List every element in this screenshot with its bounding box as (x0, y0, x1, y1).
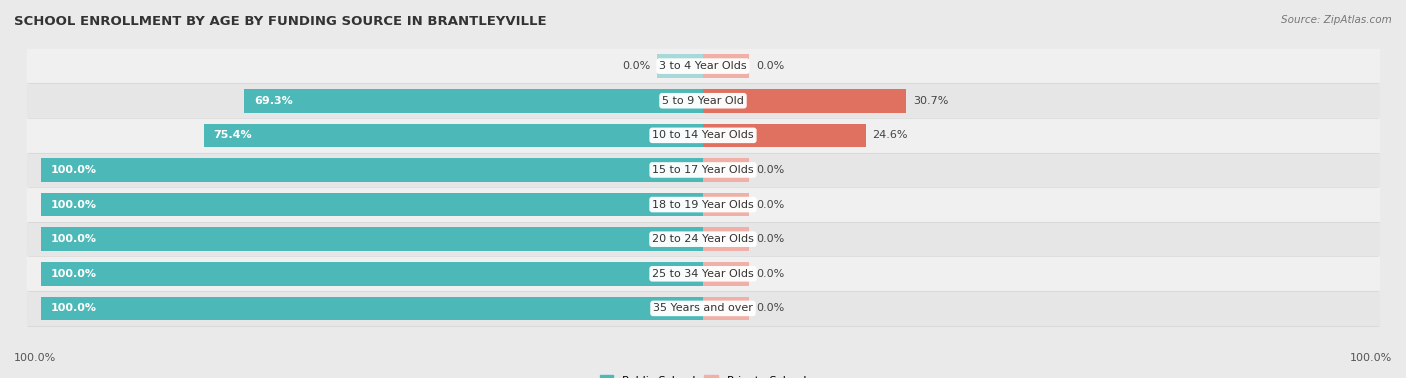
Text: 35 Years and over: 35 Years and over (652, 304, 754, 313)
Bar (27, 84, 1379, 118)
Bar (243, 89, 703, 113)
Bar (27, 257, 1379, 291)
Bar (703, 193, 749, 216)
Text: 0.0%: 0.0% (756, 269, 785, 279)
Bar (703, 54, 749, 78)
Bar (27, 291, 1379, 326)
Text: 100.0%: 100.0% (51, 269, 97, 279)
Text: 75.4%: 75.4% (214, 130, 252, 140)
Text: 5 to 9 Year Old: 5 to 9 Year Old (662, 96, 744, 106)
Text: 0.0%: 0.0% (756, 304, 785, 313)
Bar (27, 49, 1379, 84)
Text: SCHOOL ENROLLMENT BY AGE BY FUNDING SOURCE IN BRANTLEYVILLE: SCHOOL ENROLLMENT BY AGE BY FUNDING SOUR… (14, 15, 547, 28)
Bar (27, 222, 1379, 257)
Text: 30.7%: 30.7% (912, 96, 949, 106)
Text: 15 to 17 Year Olds: 15 to 17 Year Olds (652, 165, 754, 175)
Bar (703, 124, 866, 147)
Bar (657, 54, 703, 78)
Bar (703, 297, 749, 320)
Bar (41, 158, 703, 182)
Text: 69.3%: 69.3% (254, 96, 292, 106)
Bar (41, 262, 703, 285)
Text: 100.0%: 100.0% (14, 353, 56, 363)
Text: 100.0%: 100.0% (51, 165, 97, 175)
Bar (204, 124, 703, 147)
Bar (703, 89, 907, 113)
Text: 100.0%: 100.0% (51, 234, 97, 244)
Text: 20 to 24 Year Olds: 20 to 24 Year Olds (652, 234, 754, 244)
Text: 0.0%: 0.0% (756, 234, 785, 244)
Bar (27, 153, 1379, 187)
Text: 10 to 14 Year Olds: 10 to 14 Year Olds (652, 130, 754, 140)
Text: 100.0%: 100.0% (1350, 353, 1392, 363)
Bar (41, 297, 703, 320)
Bar (703, 228, 749, 251)
Text: 100.0%: 100.0% (51, 200, 97, 209)
Text: 0.0%: 0.0% (756, 200, 785, 209)
Bar (27, 187, 1379, 222)
Text: 0.0%: 0.0% (756, 61, 785, 71)
Text: 100.0%: 100.0% (51, 304, 97, 313)
Bar (703, 262, 749, 285)
Text: 0.0%: 0.0% (756, 165, 785, 175)
Text: 18 to 19 Year Olds: 18 to 19 Year Olds (652, 200, 754, 209)
Text: 24.6%: 24.6% (873, 130, 908, 140)
Legend: Public School, Private School: Public School, Private School (595, 370, 811, 378)
Text: Source: ZipAtlas.com: Source: ZipAtlas.com (1281, 15, 1392, 25)
Text: 3 to 4 Year Olds: 3 to 4 Year Olds (659, 61, 747, 71)
Text: 0.0%: 0.0% (621, 61, 650, 71)
Bar (41, 193, 703, 216)
Text: 25 to 34 Year Olds: 25 to 34 Year Olds (652, 269, 754, 279)
Bar (27, 118, 1379, 153)
Bar (703, 158, 749, 182)
Bar (41, 228, 703, 251)
